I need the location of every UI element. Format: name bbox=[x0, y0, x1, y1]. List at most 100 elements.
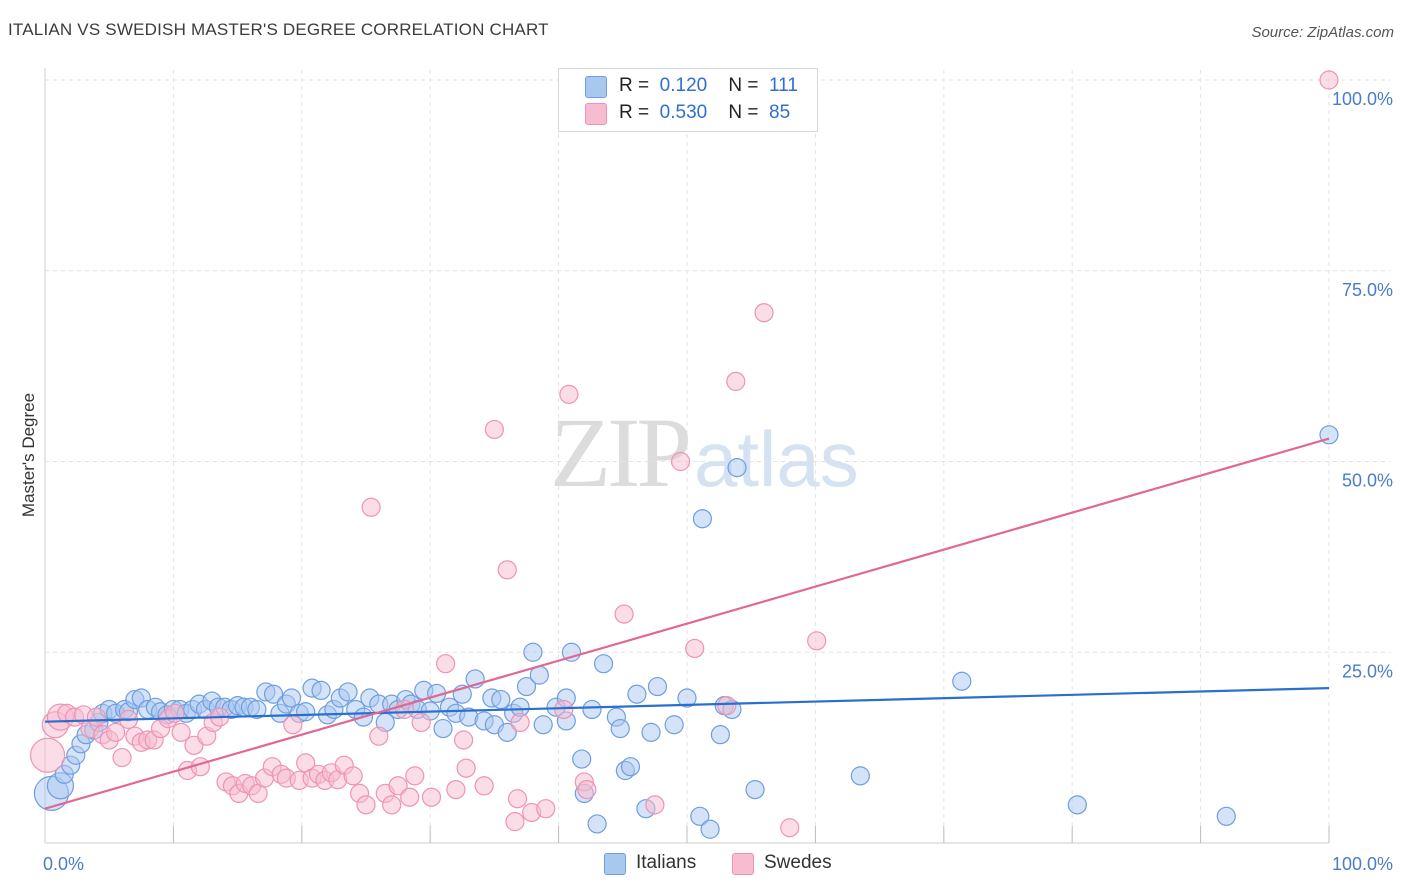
swedes-point-63 bbox=[474, 776, 494, 796]
italians-point-90 bbox=[627, 684, 647, 704]
legend-r-value: 0.530 bbox=[659, 102, 708, 123]
italians-point-96 bbox=[690, 806, 710, 826]
swedes-point-20 bbox=[171, 722, 191, 742]
italians-point-69 bbox=[491, 689, 511, 710]
x-tick-label-0: 0.0% bbox=[43, 854, 84, 874]
swedes-trend-line bbox=[44, 437, 1330, 810]
italians-point-73 bbox=[516, 676, 537, 697]
swedes-point-46 bbox=[343, 766, 363, 786]
italians-point-60 bbox=[433, 718, 453, 739]
swedes-point-50 bbox=[369, 726, 389, 746]
italians-point-74 bbox=[523, 642, 543, 662]
italians-point-76 bbox=[533, 715, 553, 735]
swedes-point-11 bbox=[112, 747, 132, 768]
tick-labels: 25.0% 50.0% 75.0% 100.0% 0.0% 100.0% bbox=[43, 89, 1393, 874]
trend-lines bbox=[44, 437, 1330, 810]
italians-point-84 bbox=[587, 814, 607, 834]
swedes-point-78 bbox=[685, 638, 705, 659]
swedes-point-37 bbox=[283, 715, 303, 735]
italians-point-94 bbox=[664, 715, 684, 735]
watermark: ZIPatlas bbox=[550, 395, 859, 510]
swedes-point-57 bbox=[411, 712, 431, 733]
swedes-point-70 bbox=[536, 799, 556, 819]
legend-r-label: R = bbox=[619, 102, 650, 123]
y-tick-label-0: 25.0% bbox=[1342, 661, 1393, 681]
swedes-point-61 bbox=[453, 730, 474, 750]
swedes-point-71 bbox=[554, 699, 574, 720]
series-italians bbox=[33, 425, 1339, 839]
swedes-point-60 bbox=[446, 779, 466, 800]
italians-point-103 bbox=[745, 779, 765, 800]
legend-text-swedes: R = 0.530 N = 85 bbox=[619, 102, 790, 124]
italians-point-95 bbox=[677, 688, 697, 708]
swedes-point-79 bbox=[717, 696, 737, 716]
italians-point-92 bbox=[641, 722, 661, 742]
swedes-point-84 bbox=[1319, 70, 1339, 90]
legend-n-value: 111 bbox=[769, 75, 798, 96]
swedes-point-75 bbox=[614, 604, 634, 624]
italians-point-33 bbox=[247, 699, 267, 720]
italians-point-105 bbox=[952, 671, 972, 691]
swedes-point-68 bbox=[510, 712, 530, 733]
italians-point-70 bbox=[497, 722, 517, 742]
swedes-point-74 bbox=[577, 779, 597, 800]
bottom-legend-swatch-swedes bbox=[732, 853, 754, 875]
bottom-legend-swatch-italians bbox=[604, 853, 626, 875]
swedes-point-59 bbox=[436, 654, 456, 674]
italians-point-98 bbox=[700, 819, 720, 839]
swedes-point-82 bbox=[780, 818, 800, 838]
swedes-point-64 bbox=[484, 419, 504, 440]
y-tick-label-1: 50.0% bbox=[1342, 471, 1393, 491]
italians-trend-line bbox=[44, 687, 1330, 723]
bottom-legend-label-italians: Italians bbox=[636, 852, 697, 873]
italians-point-83 bbox=[582, 699, 602, 720]
swedes-point-65 bbox=[497, 560, 517, 580]
italians-point-46 bbox=[338, 682, 358, 702]
legend-swatch-swedes bbox=[585, 103, 607, 125]
italians-point-97 bbox=[692, 509, 713, 529]
watermark-atlas: atlas bbox=[694, 415, 859, 503]
italians-point-85 bbox=[593, 654, 614, 674]
swedes-point-72 bbox=[559, 384, 579, 404]
swedes-point-58 bbox=[421, 787, 442, 807]
swedes-point-83 bbox=[807, 631, 827, 651]
italians-point-38 bbox=[281, 688, 302, 708]
swedes-point-53 bbox=[388, 776, 408, 796]
x-tick-label-1: 100.0% bbox=[1332, 854, 1393, 874]
legend-r-label: R = bbox=[619, 75, 650, 96]
swedes-point-10 bbox=[106, 722, 126, 742]
italians-point-93 bbox=[647, 676, 668, 697]
italians-point-42 bbox=[311, 680, 331, 701]
swedes-point-7 bbox=[86, 707, 106, 727]
italians-point-40 bbox=[296, 702, 316, 722]
swedes-point-19 bbox=[165, 703, 185, 723]
swedes-point-66 bbox=[505, 812, 525, 832]
axes bbox=[44, 68, 1330, 844]
legend-n-value: 85 bbox=[769, 102, 791, 123]
chart-title: ITALIAN VS SWEDISH MASTER'S DEGREE CORRE… bbox=[8, 20, 549, 39]
watermark-zip: ZIP bbox=[550, 397, 692, 508]
y-tick-label-2: 75.0% bbox=[1342, 280, 1393, 300]
swedes-point-62 bbox=[456, 758, 476, 778]
italians-point-106 bbox=[1067, 795, 1087, 815]
swedes-point-48 bbox=[356, 795, 376, 815]
italians-point-104 bbox=[850, 766, 870, 786]
italians-point-35 bbox=[263, 684, 284, 704]
swedes-point-0 bbox=[29, 737, 66, 773]
swedes-point-56 bbox=[405, 766, 425, 786]
bottom-legend-label-swedes: Swedes bbox=[764, 852, 832, 873]
legend-text-italians: R = 0.120 N = 111 bbox=[619, 75, 798, 97]
swedes-point-81 bbox=[754, 303, 774, 323]
swedes-point-49 bbox=[361, 497, 381, 517]
y-axis-title: Master's Degree bbox=[19, 393, 38, 517]
legend-r-value: 0.120 bbox=[659, 75, 708, 96]
italians-point-81 bbox=[572, 749, 592, 769]
legend-n-label: N = bbox=[728, 102, 759, 123]
swedes-point-77 bbox=[670, 451, 691, 472]
swedes-point-67 bbox=[507, 789, 528, 809]
legend: R = 0.120 N = 111 R = 0.530 N = 85 bbox=[558, 68, 818, 132]
swedes-point-54 bbox=[394, 699, 415, 720]
series-swedes bbox=[29, 70, 1339, 838]
italians-point-89 bbox=[620, 757, 641, 777]
